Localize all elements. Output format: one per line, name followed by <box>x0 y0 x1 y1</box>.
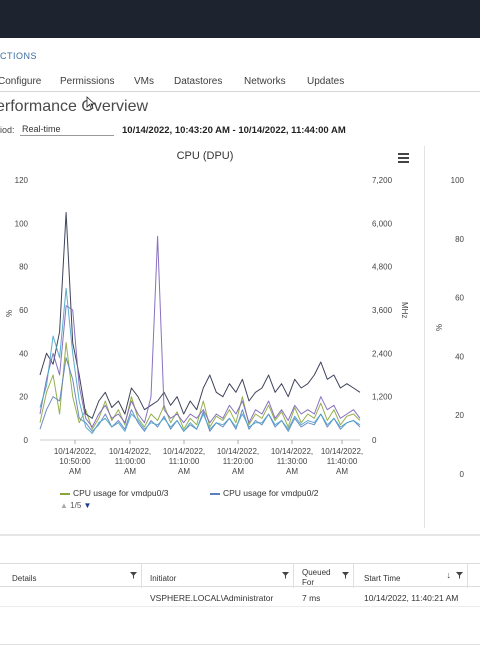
time-range: 10/14/2022, 10:43:20 AM - 10/14/2022, 11… <box>122 125 346 136</box>
y-tick-label: 100 <box>451 176 465 185</box>
y2-tick-label: 7,200 <box>372 176 393 185</box>
legend-label: CPU usage for vmdpu0/2 <box>223 488 319 498</box>
column-label: Start Time <box>364 573 401 583</box>
period-select[interactable] <box>20 122 114 136</box>
y-tick-label: 0 <box>24 436 29 445</box>
pager-up-arrow-icon[interactable]: ▲ <box>60 501 68 510</box>
y2-tick-label: 0 <box>372 436 377 445</box>
sort-descending-icon[interactable]: ↓ <box>446 570 452 580</box>
column-label: Initiator <box>150 573 177 583</box>
x-tick-label: 10/14/2022, <box>54 447 96 456</box>
pager-text: 1/5 <box>70 501 82 510</box>
column-label: Details <box>12 573 37 583</box>
cpu-chart: 120 100 80 60 40 20 0 7,200 6,000 4,800 3,600 2,400… <box>4 176 409 476</box>
series-line-0 <box>39 342 361 430</box>
y2-tick-label: 6,000 <box>372 219 393 228</box>
series-line-1 <box>39 357 361 432</box>
column-details[interactable]: Details <box>0 564 142 588</box>
x-tick-label: AM <box>124 467 136 476</box>
memory-chart-partial: 100 80 60 40 20 0% <box>434 176 465 479</box>
x-tick-label: 10/14/2022, <box>321 447 363 456</box>
filter-icon[interactable] <box>282 572 289 579</box>
column-label: Queued For <box>302 568 331 587</box>
table-row[interactable]: VSPHERE.LOCAL\Administrator 7 ms 10/14/2… <box>0 587 480 607</box>
y2-tick-label: 2,400 <box>372 349 393 358</box>
y-axis-label: % <box>434 324 443 331</box>
column-start-time[interactable]: Start Time ↓ <box>354 564 468 588</box>
period-label: iod: <box>0 125 15 135</box>
x-tick-label: 11:00:00 <box>115 457 146 466</box>
column-truncated <box>468 564 480 588</box>
cell-queued-for: 7 ms <box>302 593 321 603</box>
x-tick-label: 11:30:00 <box>277 457 308 466</box>
legend-swatch <box>60 492 70 495</box>
filter-icon[interactable] <box>456 572 463 579</box>
x-tick-label: 11:20:00 <box>223 457 254 466</box>
y-tick-label: 60 <box>455 294 464 303</box>
mouse-pointer-icon <box>86 96 96 110</box>
y2-tick-label: 4,800 <box>372 263 393 272</box>
x-tick-label: 10:50:00 <box>59 457 91 466</box>
legend-item-vmdpu0-3[interactable]: CPU usage for vmdpu0/3 <box>60 488 168 498</box>
page-title: erformance Overview <box>0 98 149 115</box>
filter-icon[interactable] <box>130 572 137 579</box>
column-queued-for[interactable]: Queued For <box>294 564 354 588</box>
y2-tick-label: 1,200 <box>372 393 393 402</box>
column-initiator[interactable]: Initiator <box>142 564 294 588</box>
hamburger-menu-icon[interactable] <box>398 153 409 163</box>
tab-bar: Configure Permissions VMs Datastores Net… <box>0 76 480 92</box>
actions-menu[interactable]: CTIONS <box>0 51 38 61</box>
x-tick-label: AM <box>178 467 190 476</box>
x-tick-label: 10/14/2022, <box>271 447 313 456</box>
series-line-2 <box>39 212 361 419</box>
cell-initiator: VSPHERE.LOCAL\Administrator <box>150 593 274 603</box>
x-tick-label: 10/14/2022, <box>217 447 259 456</box>
tab-updates[interactable]: Updates <box>307 76 345 87</box>
legend-swatch <box>210 492 220 495</box>
y-tick-label: 0 <box>460 470 465 479</box>
table-bottom-border <box>0 644 480 645</box>
cpu-chart-card <box>0 146 418 528</box>
y-tick-label: 60 <box>19 306 28 315</box>
top-navigation-bar <box>0 0 480 38</box>
chart-title: CPU (DPU) <box>176 150 234 162</box>
x-tick-label: 11:40:00 <box>327 457 358 466</box>
y-tick-label: 80 <box>19 263 28 272</box>
x-tick-label: 10/14/2022, <box>163 447 205 456</box>
table-header: Details Initiator Queued For Start Time … <box>0 563 480 588</box>
y2-tick-label: 3,600 <box>372 306 393 315</box>
y-tick-label: 20 <box>19 393 28 402</box>
x-tick-label: 10/14/2022, <box>109 447 151 456</box>
y-tick-label: 40 <box>455 352 464 361</box>
chart-divider <box>424 146 425 528</box>
y-axis-label: % <box>4 310 13 317</box>
y-tick-label: 80 <box>455 235 464 244</box>
legend-label: CPU usage for vmdpu0/3 <box>73 488 169 498</box>
y-tick-label: 40 <box>19 349 28 358</box>
tab-vms[interactable]: VMs <box>134 76 154 87</box>
y-tick-label: 20 <box>455 411 464 420</box>
series-line-4 <box>39 287 361 434</box>
legend-pager: ▲ 1/5 ▼ <box>60 501 91 510</box>
y-tick-label: 100 <box>15 219 29 228</box>
filter-icon[interactable] <box>342 572 349 579</box>
series-line-3 <box>39 235 361 428</box>
cell-start-time: 10/14/2022, 11:40:21 AM <box>364 593 459 603</box>
x-tick-label: AM <box>69 467 81 476</box>
tab-datastores[interactable]: Datastores <box>174 76 223 87</box>
y2-axis-label: MHz <box>400 302 409 318</box>
x-tick-label: AM <box>232 467 244 476</box>
tab-permissions[interactable]: Permissions <box>60 76 115 87</box>
y-tick-label: 120 <box>15 176 29 185</box>
tab-configure[interactable]: Configure <box>0 76 42 87</box>
panel-splitter[interactable] <box>0 534 480 536</box>
pager-down-arrow-icon[interactable]: ▼ <box>83 501 92 510</box>
tab-networks[interactable]: Networks <box>244 76 286 87</box>
x-tick-label: AM <box>286 467 298 476</box>
x-tick-label: 11:10:00 <box>169 457 200 466</box>
x-tick-label: AM <box>336 467 348 476</box>
legend-item-vmdpu0-2[interactable]: CPU usage for vmdpu0/2 <box>210 488 318 498</box>
